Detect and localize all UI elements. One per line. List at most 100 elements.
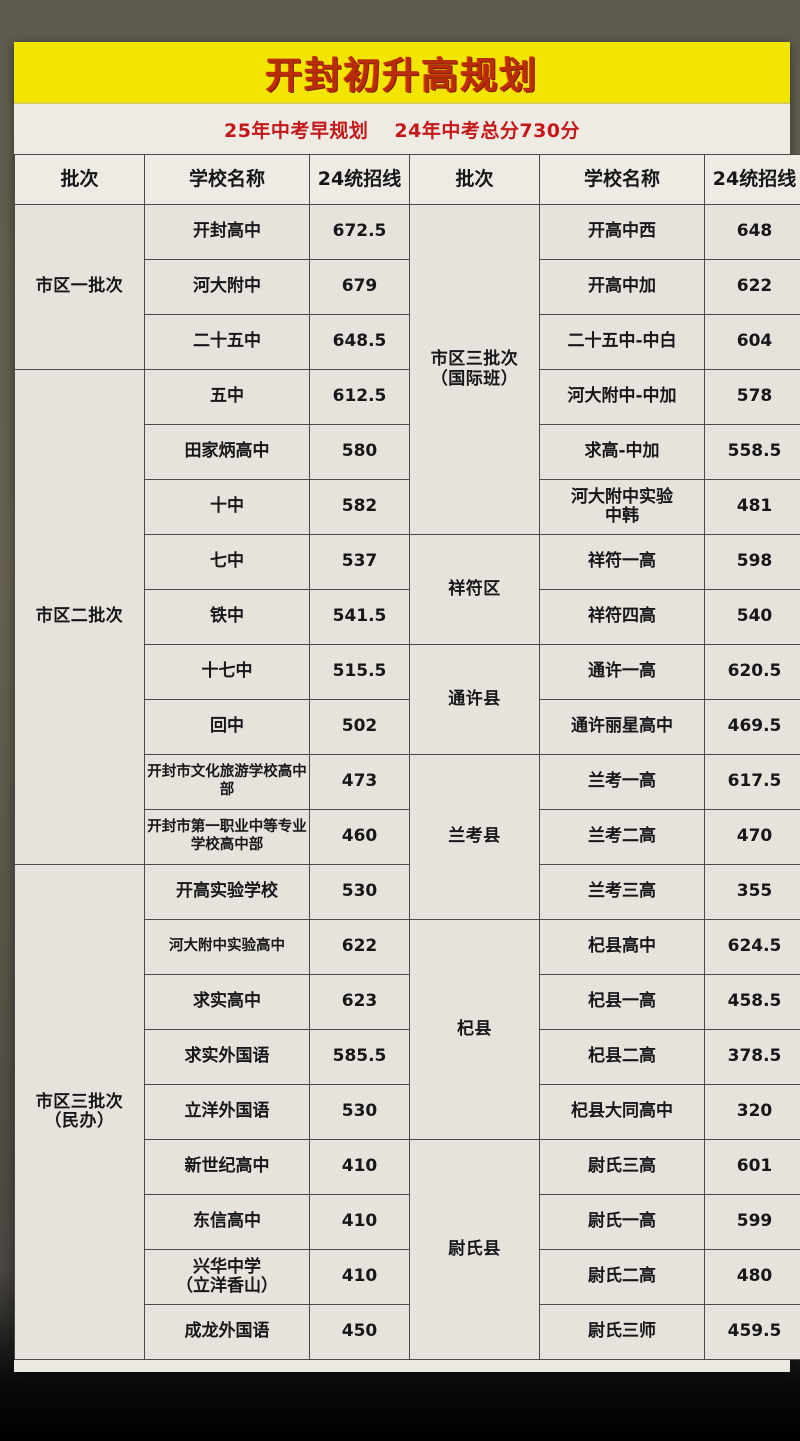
score-cell: 515.5 xyxy=(309,644,410,700)
score-cell: 530 xyxy=(309,1084,410,1140)
score-cell: 648 xyxy=(704,204,800,260)
school-name-cell: 河大附中实验 中韩 xyxy=(539,479,705,535)
admission-score-table: 批次 学校名称 24统招线 批次 学校名称 24统招线 市区一批次 开封高中 672… xyxy=(14,154,800,1360)
score-cell: 623 xyxy=(309,974,410,1030)
batch-cell-right: 通许县 xyxy=(409,644,540,755)
school-name-cell: 兰考一高 xyxy=(539,754,705,810)
score-cell: 612.5 xyxy=(309,369,410,425)
table-body: 市区一批次 开封高中 672.5 市区三批次 （国际班） 开高中西 648 河大附中 679 开高… xyxy=(14,204,800,1360)
score-cell: 672.5 xyxy=(309,204,410,260)
batch-cell-left: 市区三批次 （民办） xyxy=(14,864,145,1360)
school-name-cell: 求实高中 xyxy=(144,974,310,1030)
school-name-cell: 河大附中实验高中 xyxy=(144,919,310,975)
score-cell: 473 xyxy=(309,754,410,810)
poster-sheet: 开封初升高规划 25年中考早规划 24年中考总分730分 批次 学校名称 24统… xyxy=(14,42,800,1372)
table-row: 河大附中 679 开高中加 622 xyxy=(15,259,800,315)
score-cell: 578 xyxy=(704,369,800,425)
school-name-cell: 杞县高中 xyxy=(539,919,705,975)
school-name-cell: 尉氏二高 xyxy=(539,1249,705,1305)
school-name-cell: 开封市文化旅游学校高中部 xyxy=(144,754,310,810)
score-cell: 469.5 xyxy=(704,699,800,755)
table-header-row: 批次 学校名称 24统招线 批次 学校名称 24统招线 xyxy=(14,154,800,205)
table-row: 市区一批次 开封高中 672.5 市区三批次 （国际班） 开高中西 648 xyxy=(14,204,800,535)
score-cell: 620.5 xyxy=(704,644,800,700)
table-row: 开封市第一职业中等专业学校高中部 460 兰考二高 470 xyxy=(15,809,800,865)
school-name-cell: 开高实验学校 xyxy=(144,864,310,920)
score-cell: 580 xyxy=(309,424,410,480)
score-cell: 540 xyxy=(704,589,800,645)
score-cell: 585.5 xyxy=(309,1029,410,1085)
school-name-cell: 开封高中 xyxy=(144,204,310,260)
school-name-cell: 二十五中 xyxy=(144,314,310,370)
batch-cell-right: 祥符区 xyxy=(409,534,540,645)
score-cell: 530 xyxy=(309,864,410,920)
school-name-cell: 东信高中 xyxy=(144,1194,310,1250)
score-cell: 622 xyxy=(309,919,410,975)
table-row: 开封市文化旅游学校高中部 473 兰考县 兰考一高 617.5 xyxy=(15,754,800,920)
score-cell: 450 xyxy=(309,1304,410,1360)
column-header-batch-left: 批次 xyxy=(14,154,145,205)
table-row: 十七中 515.5 通许县 通许一高 620.5 xyxy=(15,644,800,755)
page-title: 开封初升高规划 xyxy=(265,54,539,97)
school-name-cell: 开高中西 xyxy=(539,204,705,260)
batch-cell-left: 市区一批次 xyxy=(14,204,145,370)
school-name-cell: 尉氏一高 xyxy=(539,1194,705,1250)
table-row: 市区三批次 （民办） 开高实验学校 530 兰考三高 355 xyxy=(14,864,800,1360)
column-header-score-left: 24统招线 xyxy=(309,154,410,205)
column-header-score-right: 24统招线 xyxy=(704,154,800,205)
school-name-cell: 尉氏三高 xyxy=(539,1139,705,1195)
batch-cell-right: 尉氏县 xyxy=(409,1139,540,1360)
score-cell: 470 xyxy=(704,809,800,865)
title-banner: 开封初升高规划 xyxy=(14,42,790,104)
score-cell: 624.5 xyxy=(704,919,800,975)
school-name-cell: 兰考二高 xyxy=(539,809,705,865)
school-name-cell: 通许一高 xyxy=(539,644,705,700)
score-cell: 458.5 xyxy=(704,974,800,1030)
score-cell: 679 xyxy=(309,259,410,315)
batch-cell-right: 杞县 xyxy=(409,919,540,1140)
column-header-school-left: 学校名称 xyxy=(144,154,310,205)
school-name-cell: 开封市第一职业中等专业学校高中部 xyxy=(144,809,310,865)
score-cell: 410 xyxy=(309,1139,410,1195)
school-name-cell: 杞县一高 xyxy=(539,974,705,1030)
school-name-cell: 祥符四高 xyxy=(539,589,705,645)
school-name-cell: 河大附中 xyxy=(144,259,310,315)
school-name-cell: 通许丽星高中 xyxy=(539,699,705,755)
score-cell: 604 xyxy=(704,314,800,370)
table-row: 求实高中 623 杞县一高 458.5 xyxy=(15,974,800,1030)
score-cell: 502 xyxy=(309,699,410,755)
subtitle-bar: 25年中考早规划 24年中考总分730分 xyxy=(14,104,790,154)
score-cell: 601 xyxy=(704,1139,800,1195)
school-name-cell: 开高中加 xyxy=(539,259,705,315)
table-row: 市区二批次 五中 612.5 河大附中-中加 578 xyxy=(14,369,800,865)
subtitle-left: 25年中考早规划 xyxy=(223,119,369,142)
table-row: 七中 537 祥符区 祥符一高 598 xyxy=(15,534,800,645)
school-name-cell: 祥符一高 xyxy=(539,534,705,590)
table-row: 立洋外国语 530 杞县大同高中 320 xyxy=(15,1084,800,1140)
score-cell: 648.5 xyxy=(309,314,410,370)
score-cell: 617.5 xyxy=(704,754,800,810)
batch-cell-right: 兰考县 xyxy=(409,754,540,920)
table-row: 求实外国语 585.5 杞县二高 378.5 xyxy=(15,1029,800,1085)
score-cell: 481 xyxy=(704,479,800,535)
score-cell: 582 xyxy=(309,479,410,535)
score-cell: 410 xyxy=(309,1194,410,1250)
school-name-cell: 七中 xyxy=(144,534,310,590)
table-row: 成龙外国语 450 尉氏三师 459.5 xyxy=(15,1304,800,1360)
score-cell: 480 xyxy=(704,1249,800,1305)
score-cell: 320 xyxy=(704,1084,800,1140)
subtitle-right: 24年中考总分730分 xyxy=(394,119,581,142)
school-name-cell: 成龙外国语 xyxy=(144,1304,310,1360)
school-name-cell: 回中 xyxy=(144,699,310,755)
table-row: 田家炳高中 580 求高-中加 558.5 xyxy=(15,424,800,480)
table-row: 东信高中 410 尉氏一高 599 xyxy=(15,1194,800,1250)
school-name-cell: 田家炳高中 xyxy=(144,424,310,480)
batch-cell-right: 市区三批次 （国际班） xyxy=(409,204,540,535)
school-name-cell: 二十五中-中白 xyxy=(539,314,705,370)
school-name-cell: 求高-中加 xyxy=(539,424,705,480)
score-cell: 410 xyxy=(309,1249,410,1305)
school-name-cell: 杞县大同高中 xyxy=(539,1084,705,1140)
score-cell: 378.5 xyxy=(704,1029,800,1085)
table-row: 十中 582 河大附中实验 中韩 481 xyxy=(15,479,800,535)
school-name-cell: 兰考三高 xyxy=(539,864,705,920)
